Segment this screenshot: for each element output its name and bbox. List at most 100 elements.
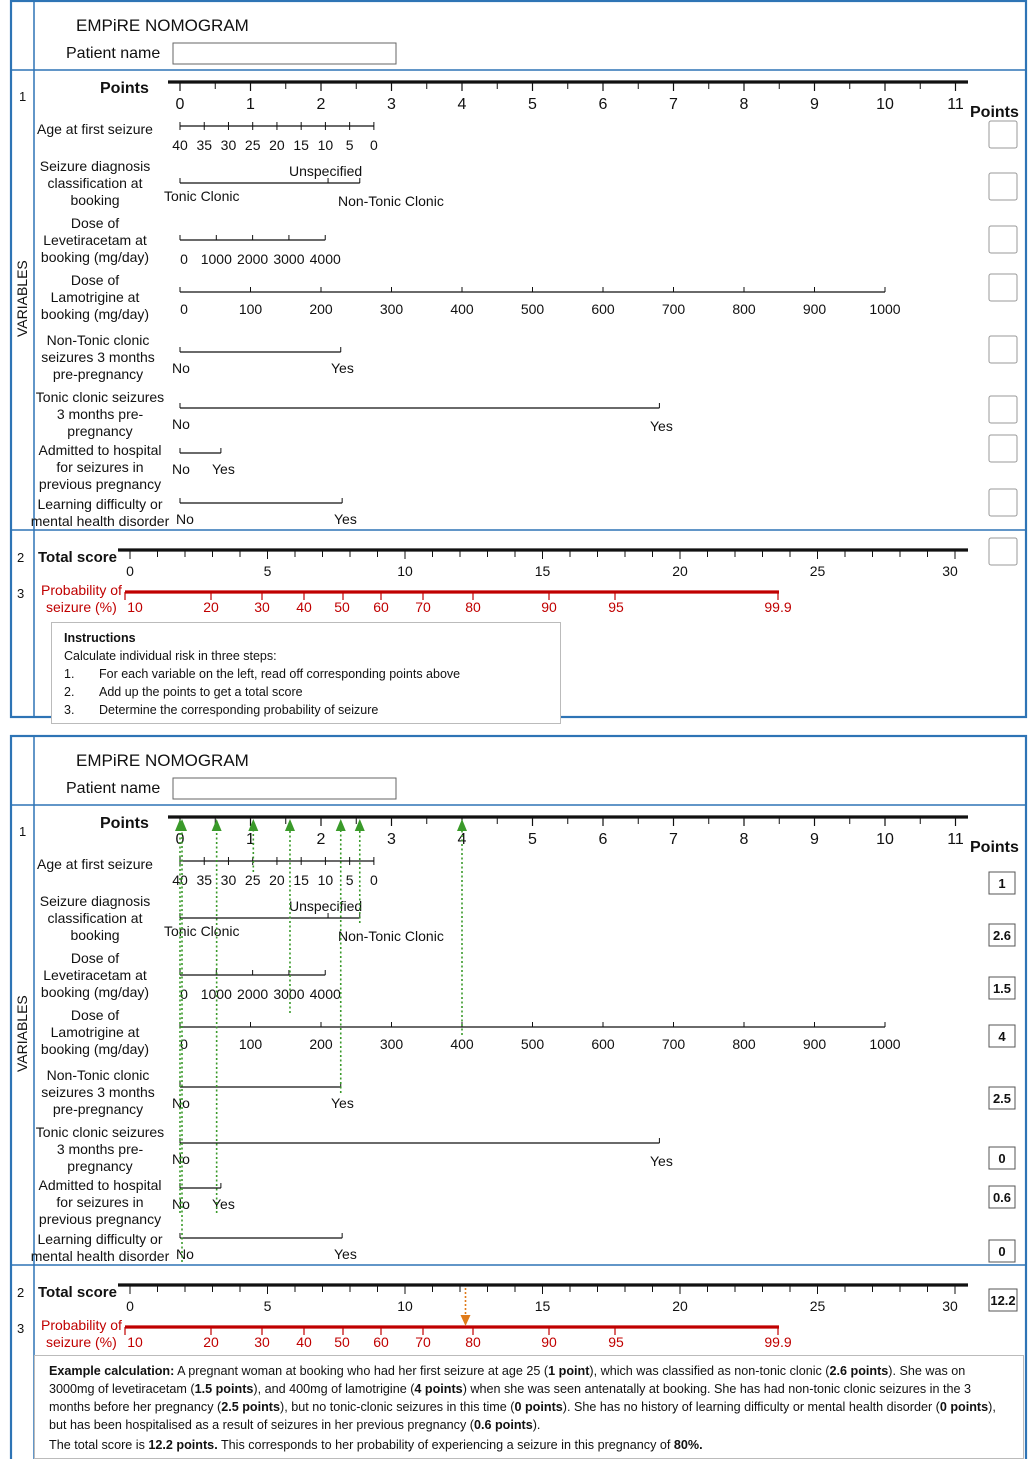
points-value: 1 [998,876,1005,891]
points-tick-label: 8 [740,831,749,848]
age-tick-label: 20 [269,872,285,888]
instructions-steps: 1. For each variable on the left, read of… [64,665,560,719]
points-entry-box [988,537,1018,566]
age-tick-label: 5 [346,872,354,888]
example-emphasis: 2.5 points [221,1400,280,1414]
variable-label: pre-pregnancy [53,366,143,382]
points-tick-label: 4 [458,96,467,113]
probability-tick-label: 95 [608,1334,624,1350]
variable-label: 3 months pre- [57,406,144,422]
hospital-level-label: No [172,1196,190,1212]
points-tick-label: 9 [810,96,819,113]
hospital-level-label: Yes [212,461,235,477]
lamotrigine-tick-label: 200 [309,301,333,317]
lamotrigine-tick-label: 500 [521,1036,545,1052]
points-tick-label: 0 [176,96,185,113]
points-axis-title: Points [100,815,149,832]
example-guide-arrow [211,819,222,831]
instruction-step: 1. For each variable on the left, read of… [64,667,461,681]
variable-label: Age at first seizure [37,856,153,872]
example-emphasis: 1.5 points [194,1382,254,1396]
points-value: 12.2 [990,1293,1015,1308]
points-column-title: Points [970,104,1019,121]
probability-title: seizure (%) [46,599,117,615]
lamotrigine-tick-label: 0 [180,1036,188,1052]
age-tick-label: 15 [293,137,309,153]
age-tick-label: 25 [245,137,261,153]
example-emphasis: 0 points [939,1400,989,1414]
levetiracetam-tick-label: 3000 [273,251,304,267]
total-tick-label: 20 [672,1298,688,1314]
probability-tick-label: 10 [127,1334,143,1350]
points-tick-label: 1 [246,831,255,848]
points-value: 0 [998,1151,1005,1166]
total-tick-label: 15 [535,1298,551,1314]
variable-label: Levetiracetam at [43,232,147,248]
probability-title: Probability of [41,582,122,598]
probability-tick-label: 80 [465,599,481,615]
variable-label: Non-Tonic clonic [47,1067,150,1083]
levetiracetam-tick-label: 2000 [237,986,268,1002]
probability-tick-label: 60 [373,1334,389,1350]
classification-level-label: Non-Tonic Clonic [338,928,444,944]
variable-label: Admitted to hospital [39,1177,162,1193]
probability-tick-label: 40 [296,1334,312,1350]
variable-label: Lamotrigine at [51,289,140,305]
variable-label: for seizures in [56,459,143,475]
age-tick-label: 35 [196,137,212,153]
classification-level-label: Tonic Clonic [164,923,239,939]
variable-label: Age at first seizure [37,121,153,137]
probability-tick-label: 90 [541,1334,557,1350]
points-tick-label: 2 [317,96,326,113]
panel-frame [9,734,1028,1459]
lamotrigine-tick-label: 900 [803,301,827,317]
points-entry-box [988,395,1018,424]
age-tick-label: 30 [221,872,237,888]
example-text: The total score is [49,1438,149,1452]
lamotrigine-tick-label: 700 [662,1036,686,1052]
variable-label: Learning difficulty or [37,496,162,512]
points-tick-label: 10 [876,831,894,848]
probability-tick-label: 70 [415,599,431,615]
hospital-level-label: No [172,461,190,477]
points-tick-label: 5 [528,96,537,113]
nomogram-title: EMPiRE NOMOGRAM [76,751,249,770]
example-guide-arrow [354,819,365,831]
probability-tick-label: 95 [608,599,624,615]
lamotrigine-tick-label: 900 [803,1036,827,1052]
variable-label: classification at [48,175,143,191]
age-tick-label: 10 [318,137,334,153]
probability-title: seizure (%) [46,1334,117,1350]
variables-axis-label: VARIABLES [14,995,30,1072]
total-tick-label: 25 [810,1298,826,1314]
age-tick-label: 5 [346,137,354,153]
lamotrigine-tick-label: 800 [732,1036,756,1052]
variable-label: mental health disorder [31,513,170,529]
tonic-level-label: Yes [650,1153,673,1169]
example-guide-arrow [248,819,259,831]
points-value-box [988,1024,1016,1048]
lamotrigine-tick-label: 1000 [869,301,900,317]
points-tick-label: 2 [317,831,326,848]
tonic-level-label: No [172,1151,190,1167]
lamotrigine-tick-label: 0 [180,301,188,317]
probability-tick-label: 40 [296,599,312,615]
classification-level-label: Tonic Clonic [164,188,239,204]
variable-label: booking [70,192,119,208]
total-tick-label: 20 [672,563,688,579]
learning-level-label: No [176,1246,194,1262]
total-score-title: Total score [38,1284,117,1301]
probability-tick-label: 60 [373,599,389,615]
example-guide-arrow [284,819,295,831]
total-tick-label: 15 [535,563,551,579]
points-tick-label: 11 [947,831,964,848]
age-tick-label: 20 [269,137,285,153]
age-tick-label: 30 [221,137,237,153]
lamotrigine-tick-label: 300 [380,1036,404,1052]
age-tick-label: 0 [370,872,378,888]
lamotrigine-tick-label: 500 [521,301,545,317]
lamotrigine-tick-label: 700 [662,301,686,317]
variable-label: previous pregnancy [39,476,161,492]
points-entry-box [988,488,1018,517]
points-entry-box [988,434,1018,463]
